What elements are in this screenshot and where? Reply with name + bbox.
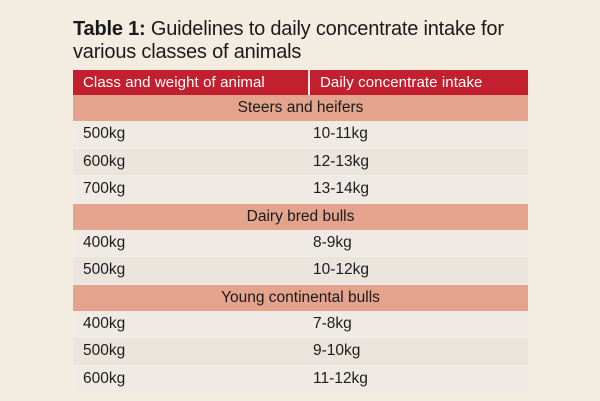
- weight-cell: 500kg: [73, 121, 309, 148]
- weight-cell: 400kg: [73, 311, 309, 338]
- header-daily-intake: Daily concentrate intake: [309, 70, 528, 95]
- intake-cell: 11-12kg: [309, 365, 528, 393]
- table-header: Class and weight of animal Daily concent…: [73, 70, 528, 95]
- intake-cell: 13-14kg: [309, 176, 528, 204]
- weight-cell: 500kg: [73, 338, 309, 366]
- table-row: 700kg 13-14kg: [73, 176, 528, 204]
- table-row: 400kg 7-8kg: [73, 311, 528, 338]
- header-class-weight: Class and weight of animal: [73, 70, 309, 95]
- table-body: Dairy bred bulls 400kg 8-9kg 500kg 10-12…: [73, 203, 528, 284]
- intake-cell: 10-11kg: [309, 121, 528, 148]
- table-caption-label: Table 1:: [73, 18, 146, 40]
- group-row-dairy-bred-bulls: Dairy bred bulls: [73, 203, 528, 230]
- group-row-steers-heifers: Steers and heifers: [73, 95, 528, 121]
- table-row: 500kg 9-10kg: [73, 338, 528, 366]
- table-caption: Table 1: Guidelines to daily concentrate…: [73, 18, 543, 64]
- weight-cell: 500kg: [73, 257, 309, 285]
- group-label: Dairy bred bulls: [73, 203, 528, 230]
- group-row-young-continental-bulls: Young continental bulls: [73, 284, 528, 311]
- weight-cell: 600kg: [73, 365, 309, 393]
- table-body: Young continental bulls 400kg 7-8kg 500k…: [73, 284, 528, 393]
- weight-cell: 400kg: [73, 230, 309, 257]
- group-label: Steers and heifers: [73, 95, 528, 121]
- weight-cell: 600kg: [73, 148, 309, 176]
- intake-cell: 8-9kg: [309, 230, 528, 257]
- group-label: Young continental bulls: [73, 284, 528, 311]
- intake-cell: 12-13kg: [309, 148, 528, 176]
- table-body: Steers and heifers 500kg 10-11kg 600kg 1…: [73, 95, 528, 203]
- header-row: Class and weight of animal Daily concent…: [73, 70, 528, 95]
- table-row: 500kg 10-12kg: [73, 257, 528, 285]
- intake-cell: 7-8kg: [309, 311, 528, 338]
- table-row: 600kg 12-13kg: [73, 148, 528, 176]
- table-row: 400kg 8-9kg: [73, 230, 528, 257]
- intake-cell: 10-12kg: [309, 257, 528, 285]
- table-row: 600kg 11-12kg: [73, 365, 528, 393]
- table-row: 500kg 10-11kg: [73, 121, 528, 148]
- intake-cell: 9-10kg: [309, 338, 528, 366]
- concentrate-intake-table: Class and weight of animal Daily concent…: [73, 70, 528, 393]
- weight-cell: 700kg: [73, 176, 309, 204]
